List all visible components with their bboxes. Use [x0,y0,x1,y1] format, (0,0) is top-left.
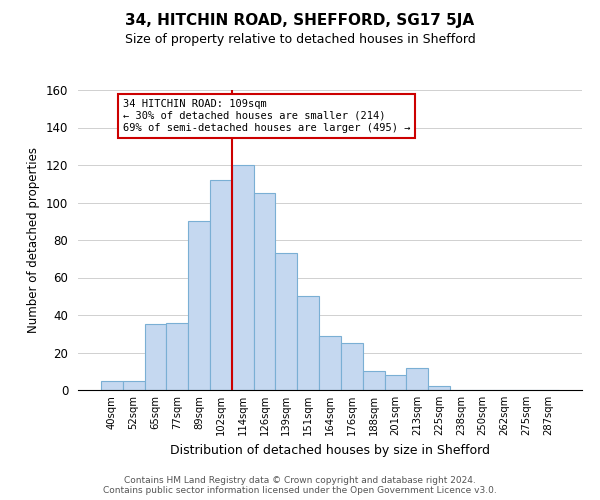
Text: 34, HITCHIN ROAD, SHEFFORD, SG17 5JA: 34, HITCHIN ROAD, SHEFFORD, SG17 5JA [125,12,475,28]
Bar [319,336,341,390]
Bar [123,380,145,390]
Bar [406,368,428,390]
Bar [275,253,297,390]
X-axis label: Distribution of detached houses by size in Shefford: Distribution of detached houses by size … [170,444,490,456]
Bar [385,375,406,390]
Bar [101,380,123,390]
Bar [210,180,232,390]
Bar [363,371,385,390]
Bar [188,221,210,390]
Y-axis label: Number of detached properties: Number of detached properties [28,147,40,333]
Text: Contains HM Land Registry data © Crown copyright and database right 2024.
Contai: Contains HM Land Registry data © Crown c… [103,476,497,495]
Bar [232,165,254,390]
Bar [428,386,450,390]
Bar [166,322,188,390]
Bar [145,324,166,390]
Bar [254,193,275,390]
Text: 34 HITCHIN ROAD: 109sqm
← 30% of detached houses are smaller (214)
69% of semi-d: 34 HITCHIN ROAD: 109sqm ← 30% of detache… [123,100,410,132]
Bar [341,343,363,390]
Text: Size of property relative to detached houses in Shefford: Size of property relative to detached ho… [125,32,475,46]
Bar [297,296,319,390]
